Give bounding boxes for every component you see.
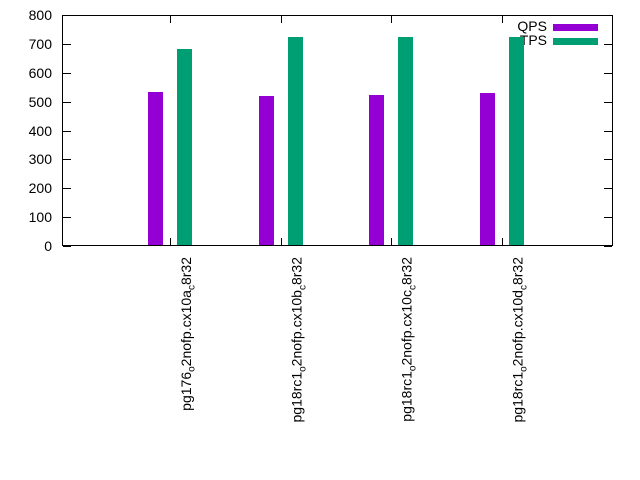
- bar-qps-0: [148, 92, 163, 245]
- y-tick-mark: [63, 102, 71, 103]
- y-tick-mark: [63, 246, 71, 247]
- y-tick-label: 700: [28, 36, 52, 52]
- x-tick-mark-mirror: [170, 16, 171, 23]
- y-tick-label: 200: [28, 180, 52, 196]
- y-tick-mark: [63, 159, 71, 160]
- y-tick-mark-mirror: [604, 131, 612, 132]
- bar-qps-1: [259, 96, 274, 245]
- y-tick-mark: [63, 217, 71, 218]
- y-tick-label: 300: [28, 151, 52, 167]
- bar-tps-3: [509, 37, 524, 245]
- y-tick-mark-mirror: [604, 159, 612, 160]
- y-tick-mark-mirror: [604, 246, 612, 247]
- y-tick-label: 100: [28, 209, 52, 225]
- legend-label-tps: TPS: [519, 32, 547, 48]
- x-tick-mark: [170, 238, 171, 245]
- bar-tps-1: [288, 37, 303, 245]
- y-tick-mark-mirror: [604, 15, 612, 16]
- y-tick-mark: [63, 44, 71, 45]
- y-tick-label: 600: [28, 65, 52, 81]
- y-tick-label: 500: [28, 94, 52, 110]
- y-tick-mark-mirror: [604, 44, 612, 45]
- y-tick-mark-mirror: [604, 188, 612, 189]
- x-tick-mark: [502, 238, 503, 245]
- x-tick-mark: [281, 238, 282, 245]
- y-tick-label: 800: [28, 7, 52, 23]
- y-tick-mark: [63, 73, 71, 74]
- x-tick-mark-mirror: [502, 16, 503, 23]
- legend-swatch-tps: [553, 38, 598, 45]
- x-category-label: pg18rc1o2nofp.cx10dc8r32: [509, 257, 530, 423]
- bar-qps-2: [369, 95, 384, 245]
- y-tick-mark: [63, 15, 71, 16]
- legend-label-qps: QPS: [517, 18, 547, 34]
- y-tick-label: 400: [28, 123, 52, 139]
- y-tick-label: 0: [44, 238, 52, 254]
- x-tick-mark: [391, 238, 392, 245]
- y-tick-mark-mirror: [604, 217, 612, 218]
- legend-swatch-qps: [553, 24, 598, 31]
- bar-tps-2: [398, 37, 413, 245]
- y-tick-mark-mirror: [604, 73, 612, 74]
- bar-qps-3: [480, 93, 495, 245]
- x-tick-mark-mirror: [281, 16, 282, 23]
- y-tick-mark-mirror: [604, 102, 612, 103]
- bar-tps-0: [177, 49, 192, 245]
- y-tick-mark: [63, 188, 71, 189]
- x-tick-mark-mirror: [391, 16, 392, 23]
- x-category-label: pg18rc1o2nofp.cx10cc8r32: [399, 257, 419, 422]
- plot-area: [62, 15, 613, 246]
- y-tick-mark: [63, 131, 71, 132]
- x-category-label: pg176o2nofp.cx10ac8r32: [178, 257, 198, 411]
- x-category-label: pg18rc1o2nofp.cx10bc8r32: [288, 257, 309, 423]
